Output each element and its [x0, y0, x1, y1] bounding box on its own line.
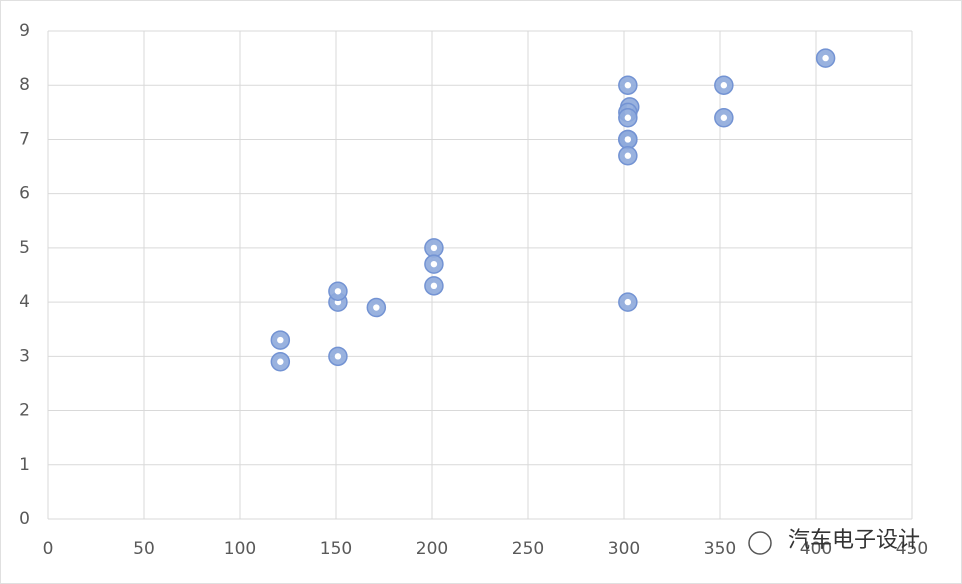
y-tick-label: 7 — [19, 129, 30, 149]
point-center — [334, 353, 342, 360]
point-center — [720, 114, 728, 121]
x-tick-label: 450 — [896, 539, 928, 559]
point-center — [430, 260, 438, 268]
point-center — [822, 54, 829, 62]
x-tick-label: 350 — [704, 539, 736, 559]
x-tick-label: 150 — [320, 539, 352, 559]
point-center — [277, 336, 284, 344]
x-tick-label: 50 — [133, 539, 155, 559]
point-center — [373, 304, 380, 311]
y-tick-label: 8 — [19, 75, 30, 95]
x-tick-label: 250 — [512, 539, 544, 559]
point-center — [624, 82, 632, 89]
point-center — [624, 298, 632, 306]
point-center — [720, 82, 728, 89]
x-tick-label: 0 — [43, 539, 54, 559]
y-tick-label: 9 — [19, 21, 30, 41]
point-center — [277, 358, 284, 365]
point-center — [334, 288, 342, 295]
watermark: 汽车电子设计 — [748, 528, 920, 555]
y-tick-label: 2 — [19, 401, 30, 421]
y-tick-label: 1 — [19, 455, 30, 475]
point-center — [430, 282, 438, 290]
point-center — [624, 152, 632, 159]
watermark-icon — [748, 531, 772, 555]
point-center — [430, 244, 438, 252]
y-tick-label: 4 — [19, 292, 30, 312]
x-tick-label: 100 — [224, 539, 256, 559]
x-tick-label: 300 — [608, 539, 640, 559]
y-tick-label: 3 — [19, 346, 30, 366]
y-tick-label: 6 — [19, 184, 30, 204]
x-tick-label: 200 — [416, 539, 448, 559]
y-tick-label: 0 — [19, 509, 30, 529]
y-tick-label: 5 — [19, 238, 30, 258]
point-center — [624, 114, 632, 121]
point-center — [624, 136, 632, 143]
x-tick-label: 400 — [800, 539, 832, 559]
watermark-text: 汽车电子设计 — [788, 528, 920, 553]
